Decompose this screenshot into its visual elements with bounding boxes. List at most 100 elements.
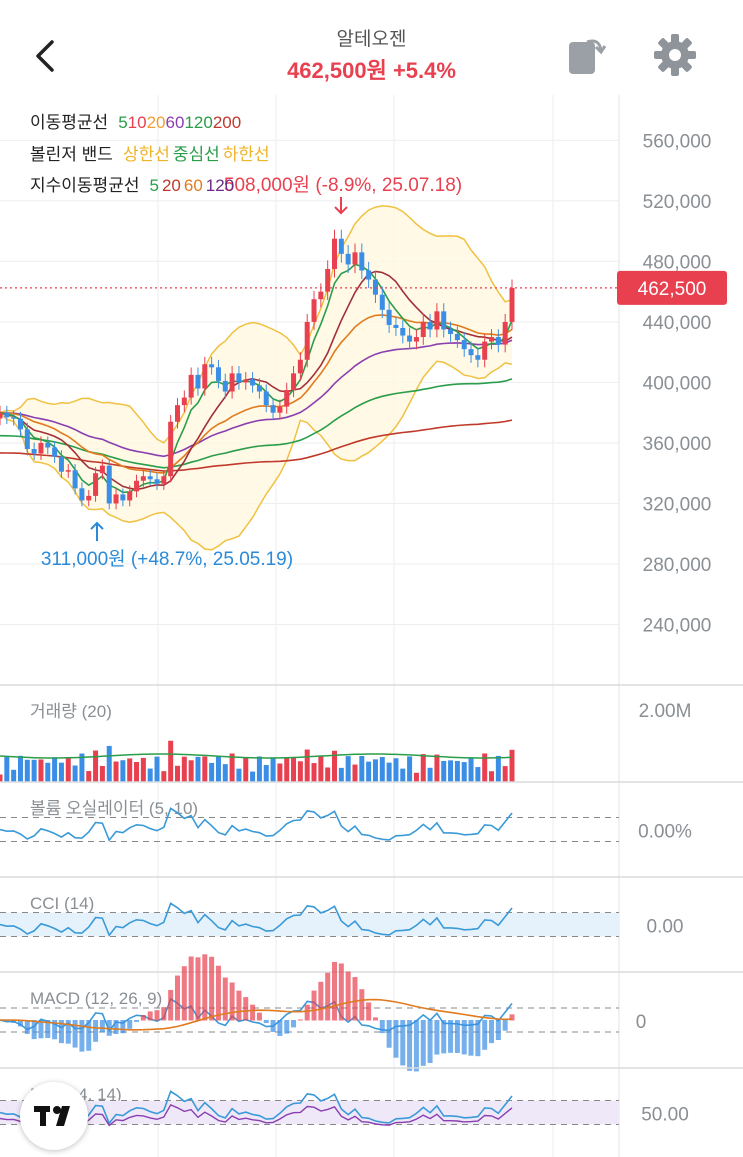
candle-body (134, 480, 140, 492)
volume-bar (441, 760, 447, 782)
volume-bar (407, 756, 413, 782)
candle (277, 399, 283, 420)
macd-histogram-bar (413, 1020, 419, 1072)
candle-body (277, 406, 283, 413)
candle (0, 405, 3, 426)
volume-bar (188, 760, 194, 782)
macd-histogram-bar (379, 1020, 385, 1034)
macd-histogram-bar (161, 1007, 167, 1021)
candle (468, 341, 474, 363)
ma-legend-item: 5 (118, 113, 128, 132)
back-arrow-icon[interactable] (28, 34, 68, 78)
volume-bar (256, 756, 262, 782)
macd-histogram-bar (427, 1020, 433, 1063)
candle (79, 482, 85, 507)
volume-bar (338, 767, 344, 782)
candle-body (154, 479, 160, 484)
macd-histogram-bar (72, 1020, 78, 1048)
candle (407, 327, 413, 350)
candle-body (489, 337, 495, 342)
candle-body (202, 364, 208, 389)
candle-body (195, 374, 201, 389)
volume-bar (31, 759, 37, 782)
volume-bar (58, 762, 64, 782)
volume-bar (454, 760, 460, 782)
indicator-line (0, 997, 513, 1033)
panel-band-fill (0, 912, 619, 937)
volume-bar (38, 759, 44, 782)
ma-legend-item: 120 (184, 113, 213, 132)
macd-histogram-bar (202, 954, 208, 1021)
candle-body (427, 321, 433, 330)
macd-histogram-bar (181, 966, 187, 1021)
ema-legend-item: 5 (149, 176, 159, 195)
ma-120-line (0, 378, 513, 469)
volume-bar (236, 768, 242, 782)
volume-bar (475, 767, 481, 782)
cci-panel: CCI (14) 0.00 (0, 876, 743, 938)
candlesticks (0, 229, 515, 510)
candle-body (209, 364, 215, 368)
rotate-screen-icon[interactable] (565, 32, 609, 78)
volume-bar (222, 764, 228, 782)
macd-histogram-bar (448, 1020, 454, 1053)
volume-bar (495, 755, 501, 782)
bb-legend-item: 하한선 (222, 145, 270, 164)
volume-bar (318, 756, 324, 782)
volume-bar (209, 762, 215, 782)
macd-histogram-bar (236, 990, 242, 1021)
candle (195, 367, 201, 396)
candle (400, 320, 406, 344)
macd-histogram-bar (420, 1020, 426, 1066)
volume-bar (65, 758, 71, 782)
candle (270, 398, 276, 420)
volume-bar (372, 759, 378, 782)
candle-body (345, 253, 351, 265)
candle (45, 436, 51, 454)
candle (263, 384, 269, 413)
macd-histogram-bar (277, 1020, 283, 1036)
candle (359, 243, 365, 280)
macd-histogram-bar (168, 989, 174, 1021)
current-price-change: 462,500원 +5.4% (287, 58, 456, 83)
volume-bar (427, 767, 433, 782)
tradingview-logo-button[interactable] (20, 1082, 88, 1150)
candle-body (366, 270, 372, 280)
settings-gear-icon[interactable] (652, 32, 698, 78)
candle (338, 229, 344, 263)
candle-body (297, 359, 303, 374)
volume-bar (113, 761, 119, 782)
macd-histogram-bar (318, 981, 324, 1021)
candle (427, 313, 433, 338)
candle (161, 470, 167, 490)
volume-oscillator-panel: 볼륨 오실레이터 (5, 10) 0.00% (0, 781, 743, 843)
price-tick-label: 280,000 (643, 555, 712, 576)
candle (188, 367, 194, 405)
candle-body (379, 294, 385, 310)
macd-histogram-bar (332, 961, 338, 1021)
candle (441, 303, 447, 338)
macd-histogram-bar (489, 1020, 495, 1044)
bollinger-bands (0, 205, 513, 551)
moving-average-lines (0, 263, 513, 494)
candle-body (256, 385, 262, 392)
macd-histogram-bar (359, 989, 365, 1021)
candle (454, 326, 460, 348)
low-annotation: 311,000원 (+48.7%, 25.05.19) (41, 548, 293, 570)
high-arrow-icon (334, 197, 348, 215)
volume-bar (297, 761, 303, 782)
candle-body (250, 379, 256, 386)
price-axis: 560,000 520,000 480,000 440,000 400,000 360,0… (643, 131, 712, 636)
macd-histogram-bar (65, 1020, 71, 1044)
price-chart[interactable]: 462,500 508,000원 (-8.9%, 25.07.18) 311,0… (0, 95, 743, 1157)
candle (366, 261, 372, 289)
ema-20-line (0, 314, 513, 474)
candle (174, 398, 180, 429)
volume-bar (24, 759, 30, 782)
ma-10-line (0, 270, 513, 491)
volume-bar (379, 757, 385, 782)
volume-bar (11, 769, 17, 782)
candle (202, 356, 208, 396)
low-arrow-icon (90, 521, 104, 542)
volume-bar (482, 753, 488, 782)
